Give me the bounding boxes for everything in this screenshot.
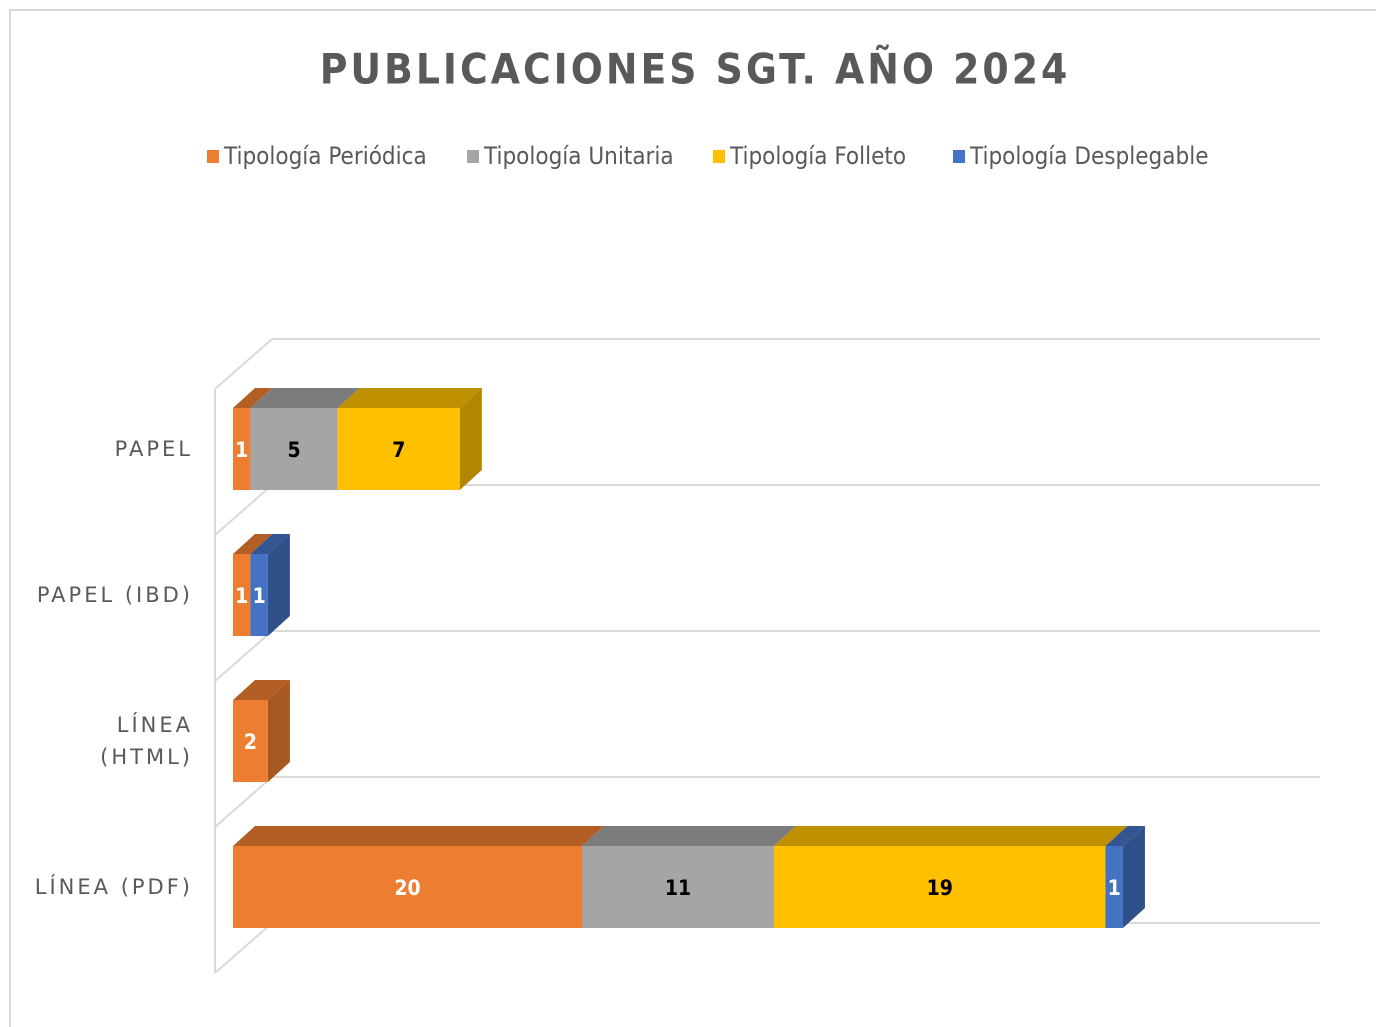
bar-side: [267, 534, 290, 636]
bar-top: [233, 534, 273, 554]
category-label: LÍNEA (HTML): [100, 713, 193, 769]
data-label: 1: [253, 584, 266, 608]
data-label: 7: [392, 438, 405, 462]
grid-line: [214, 484, 273, 536]
data-label: 11: [665, 876, 691, 900]
bar: [233, 554, 251, 636]
grid-line: [214, 338, 273, 390]
bar: [337, 408, 460, 490]
data-label: 1: [1108, 876, 1121, 900]
bar-top: [233, 680, 290, 700]
bar: [233, 846, 582, 928]
bar-top: [250, 388, 360, 408]
category-label: PAPEL: [114, 437, 193, 461]
legend-label: Tipología Desplegable: [969, 142, 1208, 170]
grid-line: [214, 776, 273, 828]
bar-top: [233, 388, 273, 408]
data-label: 20: [394, 876, 420, 900]
legend-swatch: [713, 150, 725, 163]
legend-label: Tipología Periódica: [223, 142, 427, 170]
bar: [233, 408, 251, 490]
bar-top: [233, 826, 604, 846]
bar-side: [1122, 826, 1145, 928]
chart-title: PUBLICACIONES SGT. AÑO 2024: [320, 44, 1071, 94]
bar: [250, 408, 338, 490]
bar: [773, 846, 1106, 928]
bar-top: [582, 826, 796, 846]
bar: [250, 554, 268, 636]
legend-label: Tipología Unitaria: [483, 142, 674, 170]
data-label: 1: [235, 438, 248, 462]
data-label: 19: [927, 876, 953, 900]
grid-line: [214, 922, 273, 974]
legend-swatch: [467, 150, 479, 163]
data-label: 2: [244, 730, 257, 754]
legend-swatch: [207, 150, 219, 163]
bar-top: [1105, 826, 1145, 846]
legend-swatch: [953, 150, 965, 163]
bar-side: [459, 388, 482, 490]
bar-side: [267, 680, 290, 782]
bar-top: [250, 534, 290, 554]
category-label: PAPEL (IBD): [36, 583, 193, 607]
data-label: 5: [287, 438, 300, 462]
bar-top: [773, 826, 1128, 846]
bar: [1105, 846, 1123, 928]
bar: [582, 846, 774, 928]
data-label: 1: [235, 584, 248, 608]
category-label: LÍNEA (PDF): [34, 875, 193, 899]
grid-line: [214, 630, 273, 682]
bar: [233, 700, 268, 782]
legend-label: Tipología Folleto: [729, 142, 906, 170]
bar-top: [337, 388, 482, 408]
